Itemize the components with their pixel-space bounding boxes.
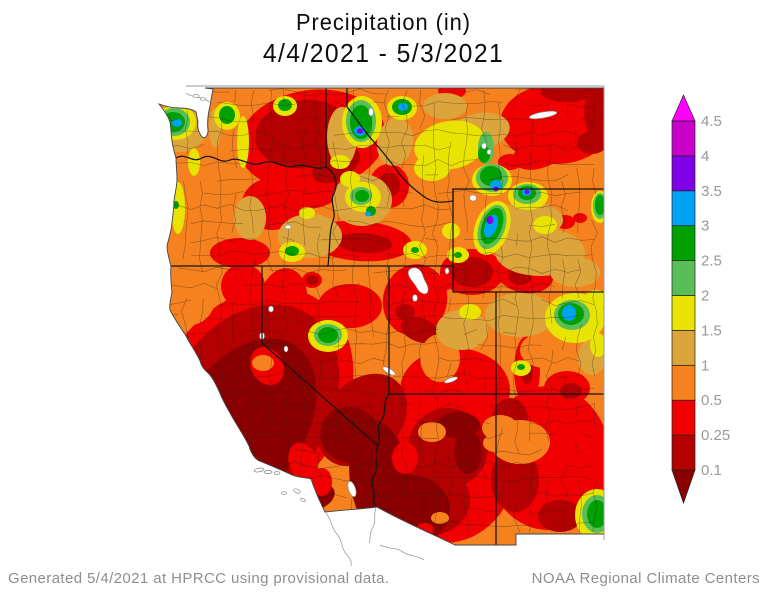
- colorbar-label: 0.1: [701, 462, 722, 479]
- colorbar-segment: [671, 295, 696, 331]
- precip-contours: [159, 88, 604, 545]
- colorbar-label: 4.5: [701, 113, 722, 130]
- map-frame: [186, 85, 605, 540]
- colorbar-arrow-low: [671, 469, 696, 505]
- colorbar-segment: [671, 434, 696, 471]
- credit-note: NOAA Regional Climate Centers: [531, 570, 760, 587]
- colorbar-label: 3.5: [701, 183, 722, 200]
- colorbar-label: 0.5: [701, 392, 722, 409]
- state-borders: [170, 88, 604, 545]
- colorbar: 0.1 0.25 0.5 1 1.5 2 2.5 3 3.5 4 4.5: [671, 94, 730, 505]
- colorbar-segment: [671, 330, 696, 366]
- colorbar-segment: [671, 364, 696, 401]
- colorbar-segment: [671, 120, 696, 157]
- map-date-range: 4/4/2021 - 5/3/2021: [262, 38, 505, 68]
- colorbar-label: 4: [701, 148, 709, 165]
- lakes: [259, 107, 558, 497]
- colorbar-segment: [671, 190, 696, 227]
- colorbar-label: 1.5: [701, 322, 722, 339]
- colorbar-segment: [671, 399, 696, 436]
- contour-blue: [172, 103, 576, 321]
- colorbar-segment: [671, 260, 696, 296]
- map-title: Precipitation (in): [296, 9, 471, 35]
- colorbar-label: 1: [701, 357, 709, 374]
- colorbar-segment: [671, 155, 696, 192]
- colorbar-arrow-high: [671, 94, 696, 122]
- foreign-coastlines: [185, 92, 425, 567]
- colorbar-segment: [671, 225, 696, 261]
- colorbar-label: 0.25: [701, 427, 730, 444]
- colorbar-label: 3: [701, 218, 709, 235]
- generated-note: Generated 5/4/2021 at HPRCC using provis…: [8, 570, 390, 587]
- colorbar-label: 2: [701, 288, 709, 305]
- colorbar-label: 2.5: [701, 253, 722, 270]
